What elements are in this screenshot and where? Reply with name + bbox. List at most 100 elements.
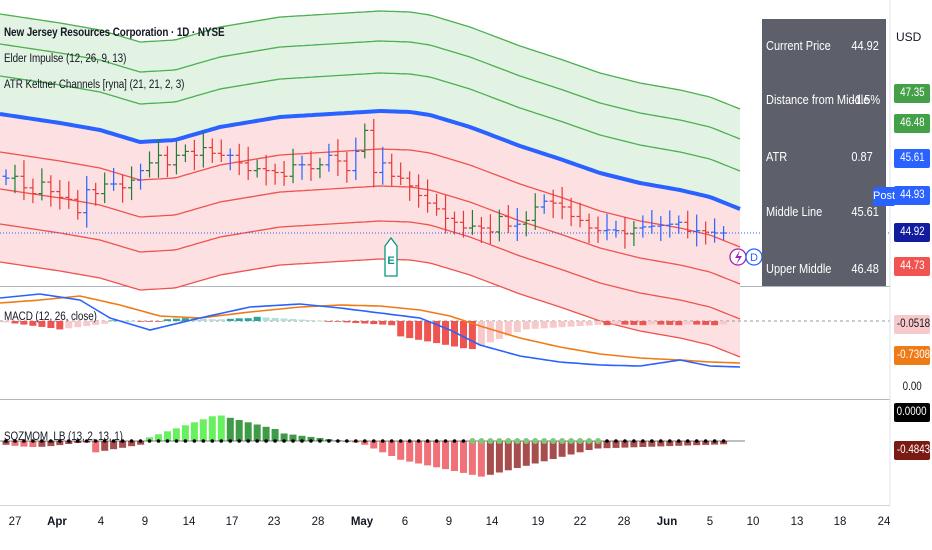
time-tick: 13 xyxy=(790,516,804,528)
squeeze-dot xyxy=(345,439,349,443)
macd-histogram-bar xyxy=(424,321,432,342)
squeeze-dot xyxy=(605,439,609,443)
macd-histogram-bar xyxy=(711,321,719,326)
macd-histogram-bar xyxy=(576,321,584,326)
macd-histogram-bar xyxy=(513,321,521,333)
sqz-histogram-bar xyxy=(639,441,647,447)
macd-histogram-bar xyxy=(56,321,64,330)
sqz-histogram-bar xyxy=(540,441,548,462)
macd-histogram-bar xyxy=(11,321,19,324)
time-tick: 6 xyxy=(401,516,409,528)
macd-histogram-bar xyxy=(522,321,530,330)
macd-histogram-bar xyxy=(253,316,261,321)
macd-histogram-bar xyxy=(217,319,225,321)
sqz-histogram-bar xyxy=(397,441,405,460)
squeeze-dot xyxy=(354,439,358,443)
squeeze-dot xyxy=(156,439,161,443)
sqz-histogram-bar xyxy=(711,441,719,445)
macd-histogram-bar xyxy=(172,318,180,321)
pane-separator xyxy=(0,399,890,400)
squeeze-dot xyxy=(505,438,512,444)
sqz-histogram-bar xyxy=(594,441,602,449)
sqz-histogram-bar xyxy=(307,436,315,441)
macd-histogram-bar xyxy=(20,321,28,325)
macd-histogram-bar xyxy=(630,321,638,325)
sqz-histogram-bar xyxy=(253,424,261,441)
price-tag-0: 47.35 xyxy=(894,84,930,103)
time-tick: 24 xyxy=(877,516,891,528)
squeeze-dot xyxy=(210,439,215,443)
sqz-histogram-bar xyxy=(433,441,441,468)
macd-signal-line xyxy=(0,295,741,364)
info-label: Middle Line xyxy=(766,205,823,219)
macd-histogram-bar xyxy=(594,321,602,325)
macd-histogram-bar xyxy=(406,321,414,339)
time-tick: Apr xyxy=(47,516,67,528)
keltner-lower-line xyxy=(0,148,741,248)
sqz-histogram-bar xyxy=(119,441,127,448)
squeeze-dot xyxy=(4,439,8,443)
sqz-histogram-bar xyxy=(199,419,207,442)
macd-histogram-bar xyxy=(388,321,396,326)
sqz-histogram-bar xyxy=(164,431,171,442)
sqz-histogram-bar xyxy=(271,429,279,441)
time-tick: 27 xyxy=(8,516,22,528)
squeeze-dot xyxy=(541,438,548,444)
info-value: -1.5% xyxy=(851,93,881,107)
macd-histogram-bar xyxy=(397,321,405,337)
macd-histogram-bar xyxy=(612,321,620,325)
squeeze-dot xyxy=(129,439,134,443)
symbol-title[interactable]: New Jersey Resources Corporation · 1D · … xyxy=(4,27,225,39)
squeeze-dot xyxy=(93,439,98,443)
squeeze-dot xyxy=(595,438,602,444)
macd-histogram-bar xyxy=(504,321,512,336)
currency-label[interactable]: USD xyxy=(896,30,922,44)
squeeze-dot xyxy=(532,438,539,444)
sqz-histogram-bar xyxy=(504,441,512,471)
keltner-middle-line xyxy=(0,108,741,211)
sqz-histogram-bar xyxy=(235,420,243,441)
squeeze-dot xyxy=(102,439,107,443)
squeeze-dot xyxy=(201,439,206,443)
macd-histogram-bar xyxy=(477,321,485,346)
squeeze-dot xyxy=(327,439,331,443)
macd-histogram-bar xyxy=(352,321,360,323)
macd-histogram-bar xyxy=(549,321,557,328)
sqz-histogram-bar xyxy=(370,441,378,449)
sqzmom-legend[interactable]: SQZMOM_LB (13, 2, 13, 1) xyxy=(4,431,123,443)
sqz-histogram-bar xyxy=(495,441,503,473)
macd-histogram-bar xyxy=(29,321,37,326)
sqz-histogram-bar xyxy=(460,441,467,473)
elder-impulse-legend[interactable]: Elder Impulse (12, 26, 9, 13) xyxy=(4,53,127,65)
dividend-marker-label: D xyxy=(750,252,758,264)
macd-histogram-bar xyxy=(720,321,728,325)
macd-histogram-bar xyxy=(47,321,55,328)
squeeze-dot xyxy=(228,439,233,443)
squeeze-dot xyxy=(487,438,494,444)
macd-histogram-bar xyxy=(702,321,710,325)
price-tag-5: 44.73 xyxy=(894,257,930,276)
sqz-histogram-bar xyxy=(666,441,674,447)
keltner-legend[interactable]: ATR Keltner Channels [ryna] (21, 21, 2, … xyxy=(4,79,185,91)
macd-histogram-bar xyxy=(334,321,342,322)
sqz-histogram-bar xyxy=(415,441,423,464)
sqz-histogram-bar xyxy=(657,441,665,447)
sqz-histogram-bar xyxy=(477,441,485,477)
macd-line xyxy=(0,293,741,368)
squeeze-dot xyxy=(264,439,268,443)
sqz-histogram-bar xyxy=(137,441,145,445)
sqz-histogram-bar xyxy=(442,441,449,470)
sqz-histogram-bar xyxy=(486,441,494,475)
pane-separator xyxy=(0,286,890,287)
time-tick: 28 xyxy=(617,516,631,528)
sqz-histogram-bar xyxy=(693,441,701,446)
macd-legend[interactable]: MACD (12, 26, close) xyxy=(4,311,97,323)
sqz-histogram-bar xyxy=(208,416,216,442)
macd-histogram-bar xyxy=(343,321,351,323)
sqz-histogram-bar xyxy=(603,441,611,449)
squeeze-dot xyxy=(66,439,71,443)
sqz-histogram-bar xyxy=(38,441,46,447)
squeeze-dot xyxy=(219,439,224,443)
